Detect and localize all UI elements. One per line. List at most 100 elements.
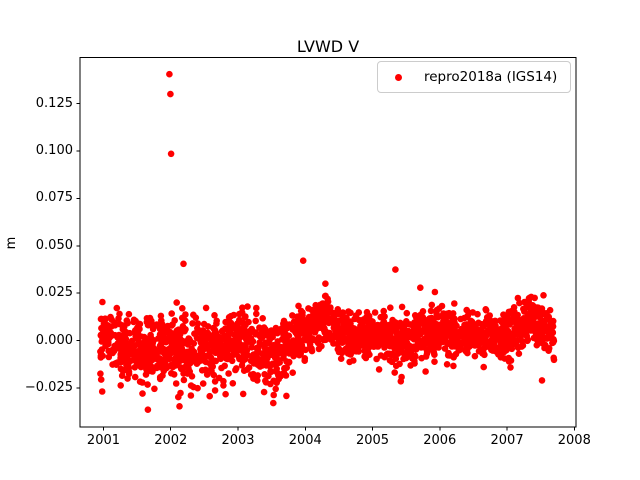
data-point	[389, 351, 397, 359]
data-point	[435, 305, 443, 312]
data-point	[398, 303, 406, 311]
data-point	[320, 327, 328, 334]
data-point	[464, 324, 472, 332]
data-point	[308, 317, 316, 325]
data-point	[451, 300, 458, 307]
data-point	[298, 343, 305, 350]
data-point	[426, 319, 433, 327]
data-point	[546, 331, 553, 338]
data-point	[318, 318, 326, 325]
data-point	[194, 320, 202, 327]
data-point	[386, 331, 394, 339]
data-point	[118, 372, 126, 380]
y-tick-label: 0.000	[35, 332, 73, 348]
x-tick-label: 2005	[355, 433, 390, 448]
data-point	[244, 303, 251, 310]
data-point	[260, 324, 268, 331]
data-point	[315, 334, 323, 341]
y-tick-label: 0.050	[35, 237, 73, 253]
data-point	[346, 358, 353, 366]
data-point	[239, 304, 246, 312]
data-point	[463, 313, 471, 321]
data-point	[144, 406, 152, 414]
data-point	[158, 320, 166, 328]
data-point	[443, 361, 451, 368]
data-point	[303, 318, 310, 326]
data-point	[168, 370, 175, 377]
data-point	[176, 403, 183, 410]
data-point	[124, 375, 131, 382]
data-point	[98, 346, 106, 353]
data-point	[272, 385, 280, 393]
data-point	[420, 340, 427, 348]
data-point	[142, 371, 150, 378]
data-point	[312, 326, 320, 334]
data-point	[322, 292, 329, 300]
data-point	[149, 325, 157, 333]
data-point	[140, 350, 147, 357]
data-point	[495, 351, 502, 358]
data-point	[450, 354, 458, 361]
data-point	[306, 337, 313, 344]
x-tick-label: 2006	[423, 433, 457, 448]
data-point	[522, 328, 530, 336]
data-point	[488, 346, 495, 354]
data-point	[187, 392, 195, 399]
data-point	[343, 318, 351, 325]
data-point	[244, 338, 252, 345]
data-point	[411, 333, 419, 340]
data-point	[324, 298, 332, 306]
data-point	[173, 345, 180, 352]
data-point	[403, 309, 411, 317]
data-point	[202, 366, 209, 374]
data-point	[156, 342, 164, 350]
data-point	[136, 378, 144, 386]
data-point	[166, 350, 173, 357]
data-point	[521, 298, 528, 306]
data-point	[375, 366, 383, 373]
data-point	[144, 381, 151, 388]
data-point	[190, 383, 197, 391]
data-point	[203, 340, 211, 348]
data-point	[436, 321, 444, 329]
data-point	[123, 360, 130, 368]
data-point	[268, 368, 275, 376]
data-point	[180, 376, 188, 384]
data-point	[507, 308, 515, 315]
data-point	[533, 334, 541, 342]
data-point	[241, 352, 248, 360]
data-point	[131, 373, 139, 381]
data-point	[326, 315, 333, 323]
data-point	[295, 302, 302, 310]
data-point	[281, 332, 288, 339]
data-point	[139, 390, 146, 397]
data-point	[283, 392, 290, 400]
data-point	[117, 365, 125, 373]
data-point	[265, 332, 272, 340]
data-point	[180, 260, 187, 268]
data-point	[267, 380, 274, 388]
data-point	[276, 359, 284, 366]
data-point	[473, 328, 480, 335]
data-point	[490, 324, 498, 332]
data-point	[195, 328, 203, 336]
data-point	[155, 335, 162, 342]
data-point	[538, 377, 546, 384]
data-point	[479, 329, 487, 336]
data-point	[98, 324, 105, 332]
data-point	[173, 299, 180, 306]
data-point	[167, 331, 174, 338]
data-point	[220, 382, 227, 389]
data-point	[164, 322, 171, 330]
data-point	[471, 352, 479, 360]
data-point	[211, 387, 219, 394]
data-point	[397, 378, 405, 385]
data-point	[271, 327, 278, 335]
data-point	[475, 347, 483, 355]
data-point	[153, 364, 160, 372]
data-point	[301, 357, 309, 365]
data-point	[132, 317, 139, 325]
data-point	[446, 339, 453, 346]
data-point	[403, 334, 411, 342]
